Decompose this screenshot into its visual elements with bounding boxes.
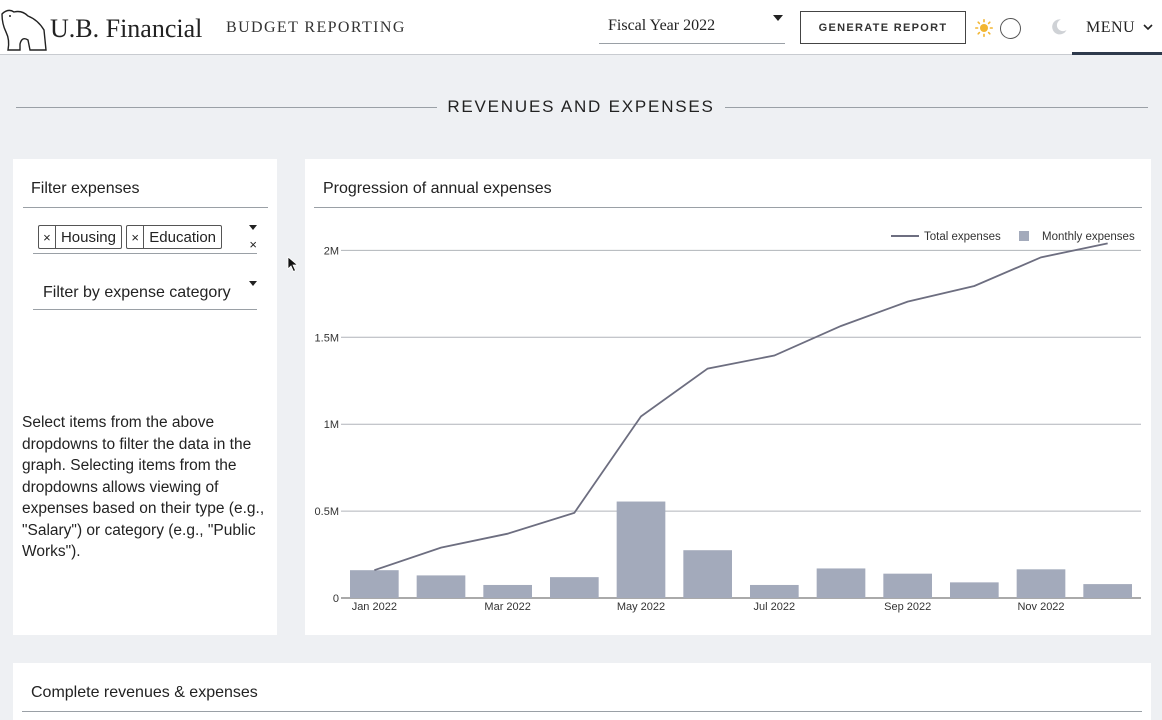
y-tick-label: 0	[333, 593, 339, 605]
bar-monthly-expenses	[1016, 569, 1066, 598]
section-rule-left	[16, 107, 444, 108]
legend-background	[887, 227, 1143, 247]
chip-label: Education	[149, 228, 216, 246]
legend-swatch-monthly	[1019, 231, 1029, 241]
complete-title: Complete revenues & expenses	[31, 684, 258, 701]
x-tick-label: Jul 2022	[754, 601, 796, 613]
caret-down-icon[interactable]	[249, 225, 257, 230]
bar-monthly-expenses	[550, 577, 599, 598]
chip-remove-icon[interactable]: ×	[39, 226, 56, 248]
bar-monthly-expenses	[1083, 584, 1132, 598]
y-tick-label: 1.5M	[315, 332, 339, 344]
complete-card: Complete revenues & expenses	[13, 663, 1151, 720]
x-tick-label: Nov 2022	[1017, 601, 1064, 613]
filter-help-text: Select items from the above dropdowns to…	[22, 414, 265, 560]
caret-down-icon	[249, 281, 257, 286]
x-tick-label: Jan 2022	[352, 601, 397, 613]
bar-monthly-expenses	[616, 501, 666, 598]
moon-icon	[1052, 19, 1067, 35]
filter-title: Filter expenses	[31, 180, 140, 197]
x-tick-label: May 2022	[617, 601, 665, 613]
y-tick-label: 2M	[324, 245, 339, 257]
chip-label: Housing	[60, 228, 116, 246]
bar-monthly-expenses	[750, 584, 799, 598]
y-tick-label: 0.5M	[315, 506, 339, 518]
x-tick-label: Mar 2022	[484, 601, 530, 613]
chart-card: Progression of annual expenses 0 0.5M 1M 1.…	[305, 159, 1151, 635]
sun-icon	[975, 19, 993, 37]
category-placeholder: Filter by expense category	[43, 284, 231, 301]
generate-report-button[interactable]: GENERATE REPORT	[800, 11, 966, 44]
theme-toggle[interactable]	[1000, 18, 1021, 39]
complete-title-rule	[22, 711, 1142, 712]
filter-title-rule	[23, 207, 268, 208]
chart-title: Progression of annual expenses	[323, 180, 552, 197]
bar-monthly-expenses	[683, 550, 732, 598]
section-rule-right	[719, 107, 1148, 108]
chip-education: × Education	[126, 225, 222, 249]
app-header: U.B. Financial BUDGET REPORTING Fiscal Y…	[0, 0, 1162, 55]
chip-housing: × Housing	[38, 225, 122, 249]
section-title: REVENUES AND EXPENSES	[0, 97, 1162, 117]
bar-monthly-expenses	[883, 573, 932, 598]
caret-down-icon	[773, 15, 783, 21]
x-tick-label: Sep 2022	[884, 601, 931, 613]
expense-category-select[interactable]: Filter by expense category	[33, 273, 257, 310]
expense-type-multiselect[interactable]: × Housing × Education ×	[33, 221, 257, 254]
legend-label-monthly: Monthly expenses	[1042, 231, 1135, 243]
fiscal-year-value: Fiscal Year 2022	[608, 17, 716, 34]
bar-monthly-expenses	[350, 570, 399, 598]
menu-label: MENU	[1086, 19, 1136, 36]
clear-icon[interactable]: ×	[249, 237, 257, 252]
mouse-cursor-icon	[287, 256, 299, 273]
menu-button[interactable]: MENU	[1072, 0, 1162, 55]
y-tick-label: 1M	[324, 419, 339, 431]
expenses-chart[interactable]: 0 0.5M 1M 1.5M 2M Jan 2022 Mar 2022 May 2022 Jul…	[305, 159, 1151, 635]
filter-card: Filter expenses × Housing × Education × …	[13, 159, 277, 635]
chart-title-rule	[314, 207, 1142, 208]
fiscal-year-select[interactable]: Fiscal Year 2022	[599, 10, 785, 44]
app-title: BUDGET REPORTING	[226, 19, 406, 36]
legend-label-total: Total expenses	[924, 231, 1001, 243]
chevron-down-icon	[1143, 24, 1153, 31]
bar-monthly-expenses	[816, 568, 866, 598]
bar-monthly-expenses	[483, 584, 532, 598]
line-total-expenses	[374, 242, 1108, 572]
chip-remove-icon[interactable]: ×	[127, 226, 145, 248]
brand-name[interactable]: U.B. Financial	[50, 14, 203, 43]
bar-monthly-expenses	[950, 582, 999, 598]
bar-monthly-expenses	[416, 575, 466, 598]
bear-logo-icon[interactable]	[0, 6, 48, 52]
